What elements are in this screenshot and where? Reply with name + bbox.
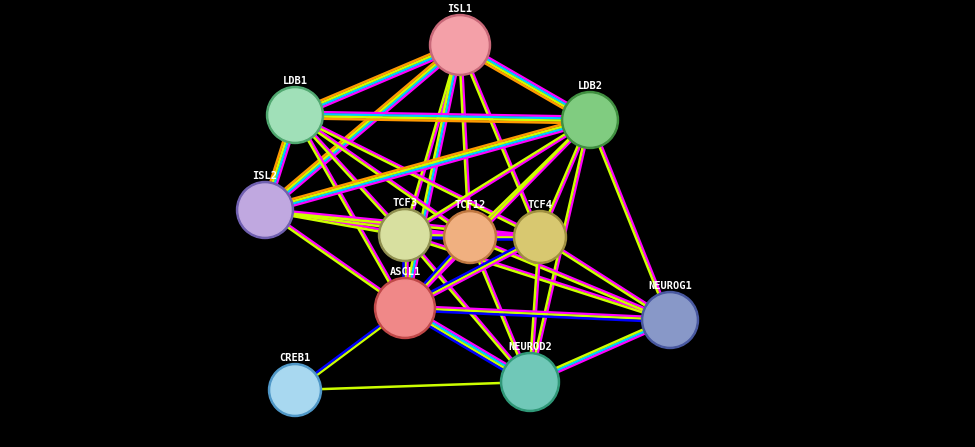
Circle shape	[500, 353, 560, 412]
Circle shape	[266, 87, 324, 143]
Circle shape	[503, 355, 557, 409]
Text: ISL1: ISL1	[448, 4, 473, 14]
Text: LDB1: LDB1	[283, 76, 307, 86]
Circle shape	[642, 291, 698, 349]
Circle shape	[271, 366, 319, 414]
Circle shape	[514, 211, 566, 263]
Text: NEUROD2: NEUROD2	[508, 342, 552, 352]
Circle shape	[378, 208, 432, 261]
Text: CREB1: CREB1	[280, 353, 311, 363]
Circle shape	[564, 94, 616, 146]
Circle shape	[516, 213, 564, 261]
Circle shape	[381, 211, 429, 259]
Circle shape	[374, 278, 436, 338]
Circle shape	[430, 14, 490, 76]
Circle shape	[644, 294, 696, 346]
Circle shape	[562, 92, 618, 148]
Circle shape	[432, 17, 488, 73]
Text: NEUROG1: NEUROG1	[648, 281, 692, 291]
Text: TCF4: TCF4	[527, 200, 553, 210]
Text: ASCL1: ASCL1	[389, 267, 420, 277]
Circle shape	[237, 181, 293, 239]
Circle shape	[377, 280, 433, 336]
Text: TCF12: TCF12	[454, 200, 486, 210]
Circle shape	[239, 184, 291, 236]
Text: ISL2: ISL2	[253, 171, 278, 181]
Text: LDB2: LDB2	[577, 81, 603, 91]
Text: TCF3: TCF3	[393, 198, 417, 208]
Circle shape	[446, 213, 494, 261]
Circle shape	[444, 211, 496, 263]
Circle shape	[268, 363, 322, 417]
Circle shape	[269, 89, 321, 141]
